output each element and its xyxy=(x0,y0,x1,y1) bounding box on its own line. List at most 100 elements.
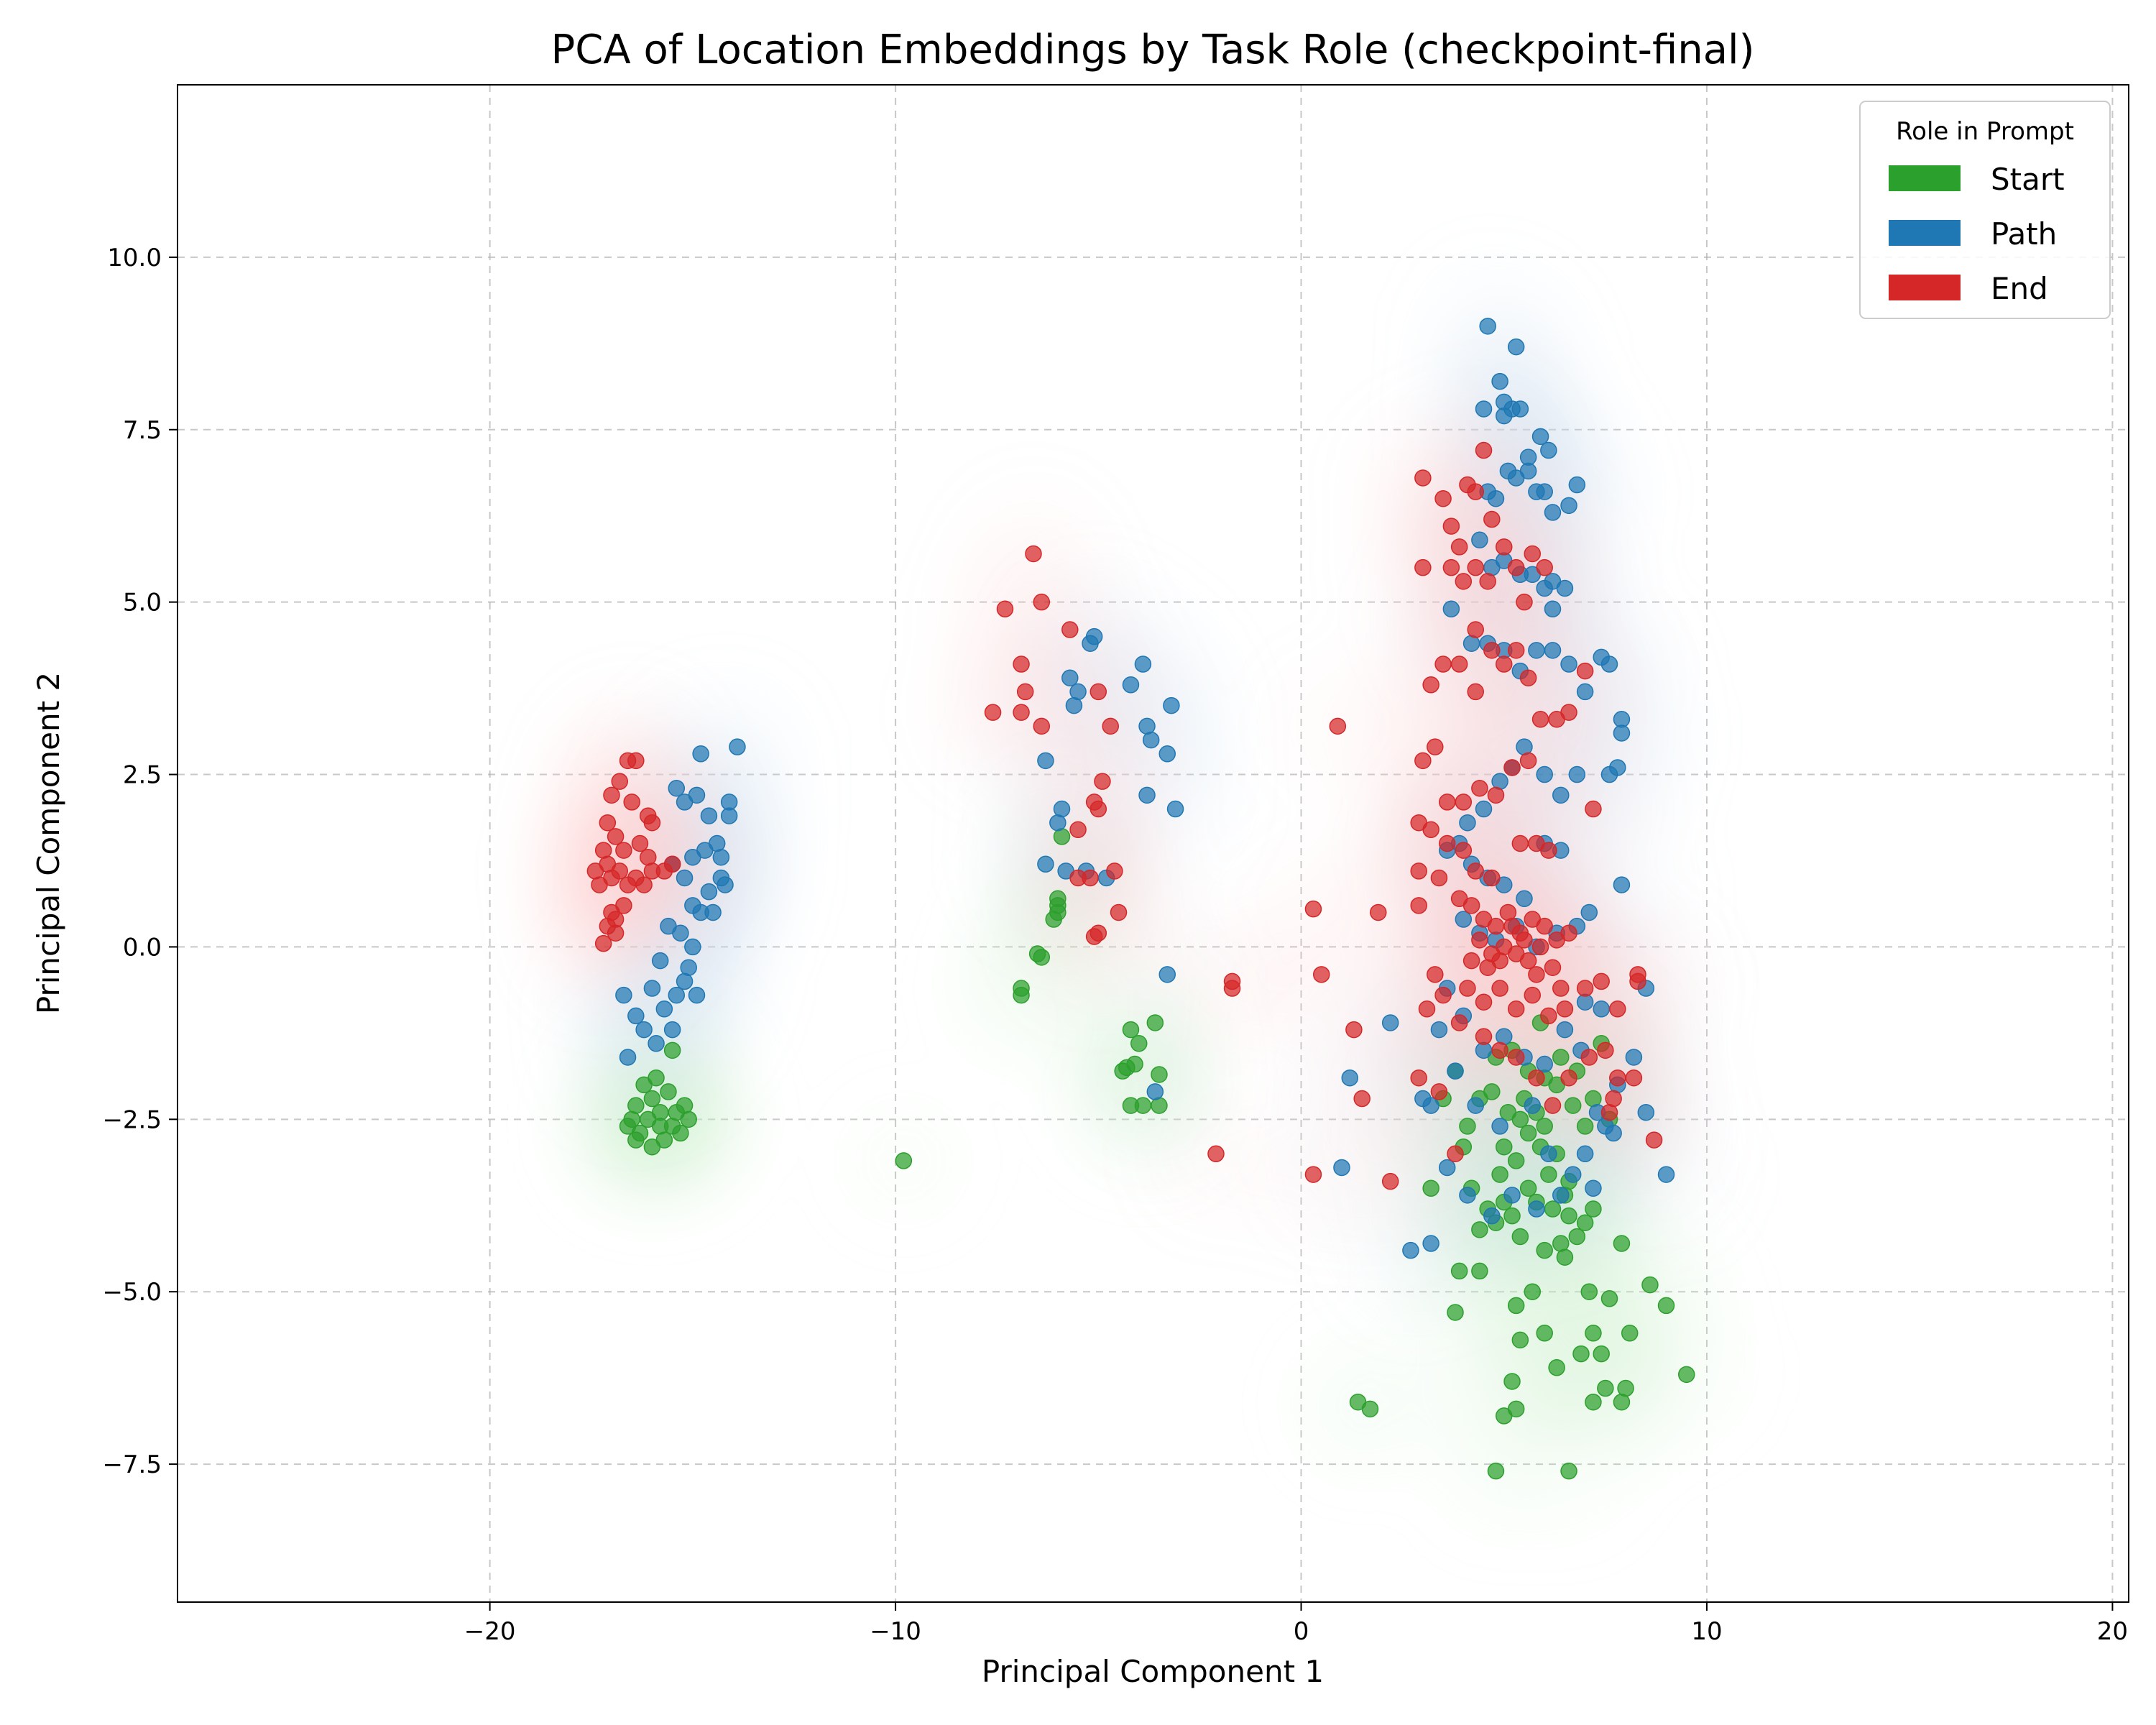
data-point-start xyxy=(1049,903,1067,921)
data-point-end xyxy=(1410,897,1427,914)
x-tick-label: 0 xyxy=(1294,1617,1309,1646)
data-point-start xyxy=(1576,1118,1594,1135)
y-tick-label: 7.5 xyxy=(123,416,162,445)
data-point-path xyxy=(1556,1021,1574,1039)
data-point-end xyxy=(1467,862,1484,880)
data-point-path xyxy=(1503,1187,1521,1204)
data-point-end xyxy=(1645,1131,1663,1149)
data-point-path xyxy=(1069,683,1087,701)
data-point-end xyxy=(1410,1069,1427,1087)
data-point-end xyxy=(1207,1145,1225,1163)
data-point-path xyxy=(1430,1021,1448,1039)
data-point-path xyxy=(1049,814,1067,832)
data-point-end xyxy=(1312,966,1330,983)
data-point-end xyxy=(1462,952,1480,970)
data-point-path xyxy=(651,952,669,970)
data-point-start xyxy=(672,1124,689,1142)
data-point-end xyxy=(1491,952,1508,970)
data-point-end xyxy=(1442,558,1460,576)
data-point-end xyxy=(1082,869,1099,887)
legend-label-end: End xyxy=(1991,271,2048,306)
data-point-end xyxy=(1462,897,1480,914)
data-point-end xyxy=(1414,558,1432,576)
data-point-path xyxy=(720,807,738,824)
series-path xyxy=(615,318,1675,1259)
data-point-end xyxy=(1450,1014,1468,1031)
data-point-end xyxy=(607,924,625,942)
data-point-end xyxy=(1519,952,1537,970)
data-point-start xyxy=(1585,1393,1602,1411)
data-point-end xyxy=(1422,821,1439,839)
y-axis-label: Principal Component 2 xyxy=(31,672,66,1014)
data-point-end xyxy=(1576,662,1594,680)
data-point-path xyxy=(1085,627,1103,645)
data-point-end xyxy=(1516,593,1533,611)
data-point-start xyxy=(1576,1214,1594,1231)
data-point-end xyxy=(1609,1000,1626,1018)
data-point-start xyxy=(1511,1331,1529,1349)
data-point-path xyxy=(1122,676,1140,694)
data-point-path xyxy=(684,938,701,956)
data-point-end xyxy=(1422,676,1439,694)
data-point-path xyxy=(1600,765,1618,783)
y-tick-label: 2.5 xyxy=(123,761,162,790)
data-point-start xyxy=(643,1138,661,1156)
data-point-end xyxy=(1516,932,1533,949)
data-point-path xyxy=(1442,600,1460,618)
data-point-end xyxy=(594,934,612,952)
y-axis-ticks: −7.5 −5.0 −2.5 0.0 2.5 5.0 7.5 10.0 xyxy=(102,244,178,1479)
data-point-end xyxy=(1427,738,1444,755)
data-point-start xyxy=(1548,1359,1565,1376)
data-point-start xyxy=(1519,1179,1537,1197)
data-point-end xyxy=(1471,932,1488,949)
data-point-end xyxy=(1442,518,1460,535)
data-point-end xyxy=(1483,642,1501,659)
data-point-end xyxy=(1609,1069,1626,1087)
y-tick-label: −5.0 xyxy=(102,1278,162,1307)
data-point-end xyxy=(1536,917,1553,935)
data-point-start xyxy=(1641,1276,1659,1294)
legend-label-start: Start xyxy=(1991,162,2065,197)
data-point-end xyxy=(984,704,1002,721)
data-point-end xyxy=(1503,917,1521,935)
data-point-start xyxy=(1617,1379,1634,1397)
data-point-path xyxy=(1540,1145,1557,1163)
data-point-end xyxy=(1304,1166,1322,1183)
data-point-path xyxy=(1552,1187,1570,1204)
data-point-path xyxy=(1166,800,1184,818)
data-point-end xyxy=(1438,794,1456,811)
data-point-path xyxy=(1568,765,1586,783)
data-point-end xyxy=(1459,980,1476,997)
data-point-end xyxy=(594,842,612,859)
data-point-end xyxy=(631,834,649,852)
data-point-end xyxy=(1304,900,1322,918)
x-tick-label: 20 xyxy=(2097,1617,2128,1646)
data-point-end xyxy=(1491,980,1508,997)
data-point-end xyxy=(1475,441,1493,459)
data-point-path xyxy=(1483,1207,1501,1225)
data-point-end xyxy=(1418,1000,1436,1018)
data-point-start xyxy=(680,1110,697,1128)
data-point-end xyxy=(1467,621,1484,638)
data-point-path xyxy=(668,779,686,797)
data-point-start xyxy=(1593,1345,1610,1363)
data-point-path xyxy=(676,869,694,887)
data-point-start xyxy=(1134,1097,1152,1114)
data-point-end xyxy=(1625,1069,1643,1087)
data-point-path xyxy=(1467,1097,1484,1114)
data-point-end xyxy=(1524,986,1542,1004)
data-point-path xyxy=(1613,876,1631,893)
data-point-start xyxy=(1422,1179,1439,1197)
data-point-end xyxy=(1434,986,1452,1004)
data-point-end xyxy=(1580,1049,1598,1066)
data-point-path xyxy=(1511,400,1529,418)
data-point-end xyxy=(1345,1021,1363,1039)
x-tick-label: −20 xyxy=(464,1617,516,1646)
data-point-start xyxy=(1487,1462,1505,1480)
data-point-end xyxy=(1089,800,1107,818)
data-point-path xyxy=(700,883,718,901)
data-point-end xyxy=(1025,545,1042,563)
data-point-path xyxy=(1552,786,1570,804)
data-point-path xyxy=(684,897,701,914)
